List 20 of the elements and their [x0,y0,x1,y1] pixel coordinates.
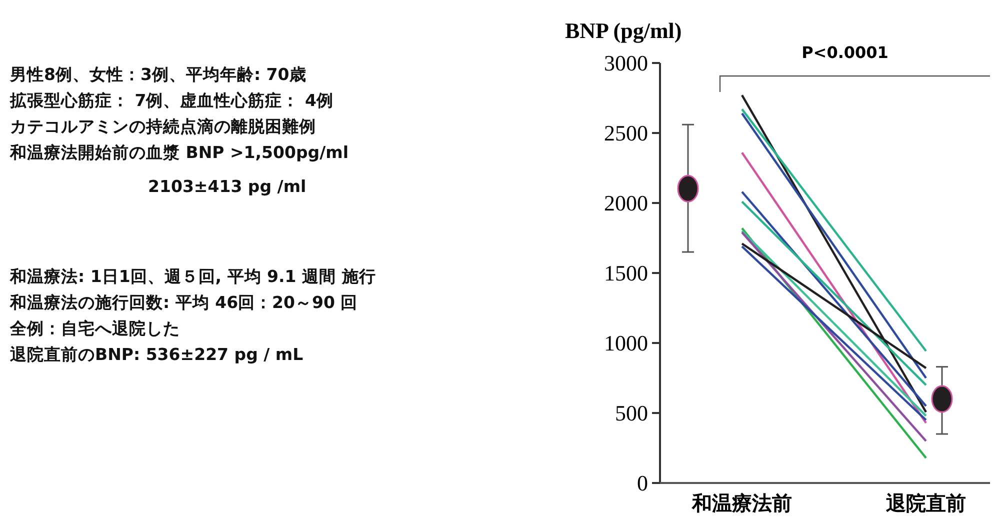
x-tick-label: 退院直前 [885,491,966,515]
text: 和温療法開始前の血漿 BNP >1,500pg/ml [9,143,348,162]
y-tick-label: 0 [637,470,648,496]
y-tick-label: 3000 [604,50,648,76]
x-tick-label: 和温療法前 [691,491,792,515]
y-tick-label: 2000 [604,190,648,216]
text: 退院直前のBNP: 536±227 pg / mL [9,345,304,364]
text: 和温療法の施行回数: 平均 46回：20～90 回 [9,293,358,312]
y-tick-label: 1000 [604,330,648,356]
y-tick-label: 500 [615,400,648,426]
y-tick-label: 1500 [604,260,648,286]
text: 全例：自宅へ退院した [9,319,180,338]
text: カテコルアミンの持続点滴の離脱困難例 [10,117,316,136]
text: 拡張型心筋症： 7例、虚血性心筋症： 4例 [9,91,334,110]
y-tick-label: 2500 [604,120,648,146]
text: P<0.0001 [802,43,888,62]
text: 2103±413 pg /ml [148,177,306,196]
text: 男性8例、女性：3例、平均年齢: 70歳 [9,65,306,84]
text: 和温療法: 1日1回、週５回, 平均 9.1 週間 施行 [9,267,376,286]
y-axis-title: BNP (pg/ml) [565,18,682,43]
